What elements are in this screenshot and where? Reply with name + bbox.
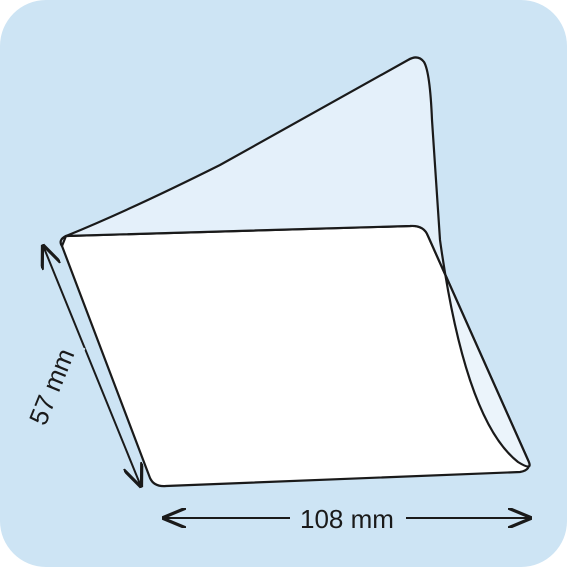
pouch-diagram: 108 mm 57 mm — [0, 0, 567, 567]
diagram-canvas: 108 mm 57 mm — [0, 0, 567, 567]
width-label: 108 mm — [300, 504, 394, 534]
pouch-base — [61, 226, 529, 486]
